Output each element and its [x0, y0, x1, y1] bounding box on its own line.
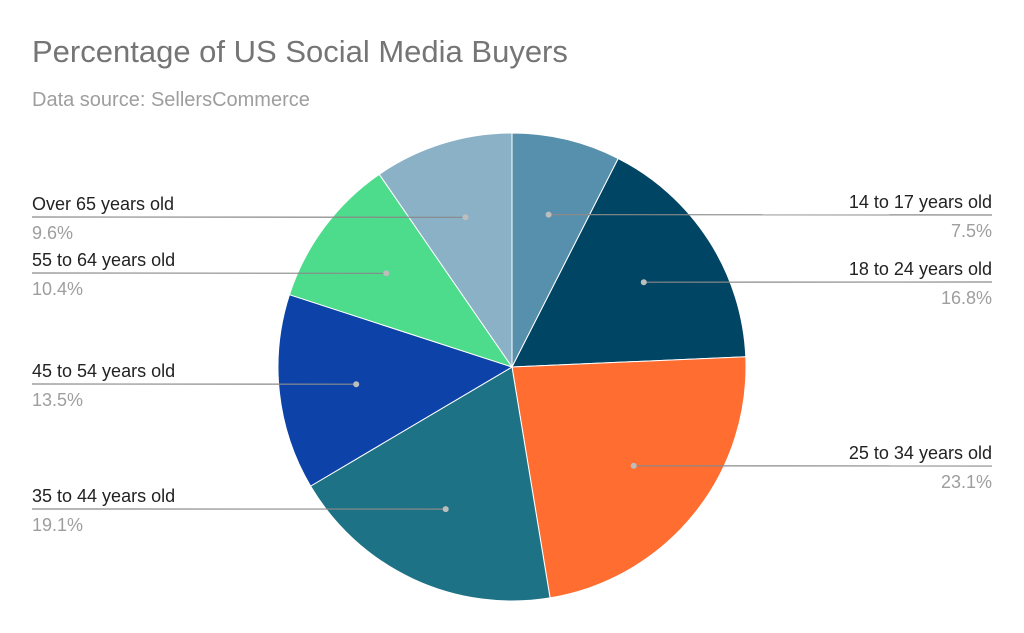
pie-slice-55-to-64-years-old	[288, 173, 514, 368]
slice-value-45-to-54-years-old: 13.5%	[32, 390, 83, 410]
pie-slice-25-to-34-years-old	[511, 356, 747, 599]
chart-title: Percentage of US Social Media Buyers	[32, 34, 568, 69]
slice-value-35-to-44-years-old: 19.1%	[32, 515, 83, 535]
callout-dot-25-to-34-years-old	[630, 462, 637, 469]
pie-callouts: 14 to 17 years old 7.5% 18 to 24 years old…	[31, 192, 993, 535]
pie-slice-18-to-24-years-old	[511, 157, 747, 368]
slice-label-35-to-44-years-old: 35 to 44 years old	[32, 486, 175, 506]
slice-label-14-to-17-years-old: 14 to 17 years old	[849, 192, 992, 212]
pie-slice-35-to-44-years-old	[309, 366, 551, 602]
pie-slice-45-to-54-years-old	[277, 294, 514, 487]
slice-label-45-to-54-years-old: 45 to 54 years old	[32, 361, 175, 381]
slice-label-25-to-34-years-old: 25 to 34 years old	[849, 443, 992, 463]
slice-value-18-to-24-years-old: 16.8%	[941, 288, 992, 308]
callout-dot-45-to-54-years-old	[353, 381, 360, 388]
slice-label-18-to-24-years-old: 18 to 24 years old	[849, 259, 992, 279]
slice-value-14-to-17-years-old: 7.5%	[951, 221, 992, 241]
slice-label-55-to-64-years-old: 55 to 64 years old	[32, 250, 175, 270]
slice-value-25-to-34-years-old: 23.1%	[941, 472, 992, 492]
callout-dot-18-to-24-years-old	[640, 279, 647, 286]
callout-dot-35-to-44-years-old	[442, 506, 449, 513]
pie-slice-over-65-years-old	[378, 132, 513, 369]
callout-dot-14-to-17-years-old	[545, 211, 552, 218]
slice-value-over-65-years-old: 9.6%	[32, 223, 73, 243]
pie-slices	[277, 132, 747, 602]
slice-label-over-65-years-old: Over 65 years old	[32, 194, 174, 214]
callout-dot-55-to-64-years-old	[383, 270, 390, 277]
callout-dot-over-65-years-old	[462, 214, 469, 221]
chart-subtitle: Data source: SellersCommerce	[32, 89, 310, 111]
pie-slice-14-to-17-years-old	[511, 132, 619, 368]
slice-value-55-to-64-years-old: 10.4%	[32, 279, 83, 299]
